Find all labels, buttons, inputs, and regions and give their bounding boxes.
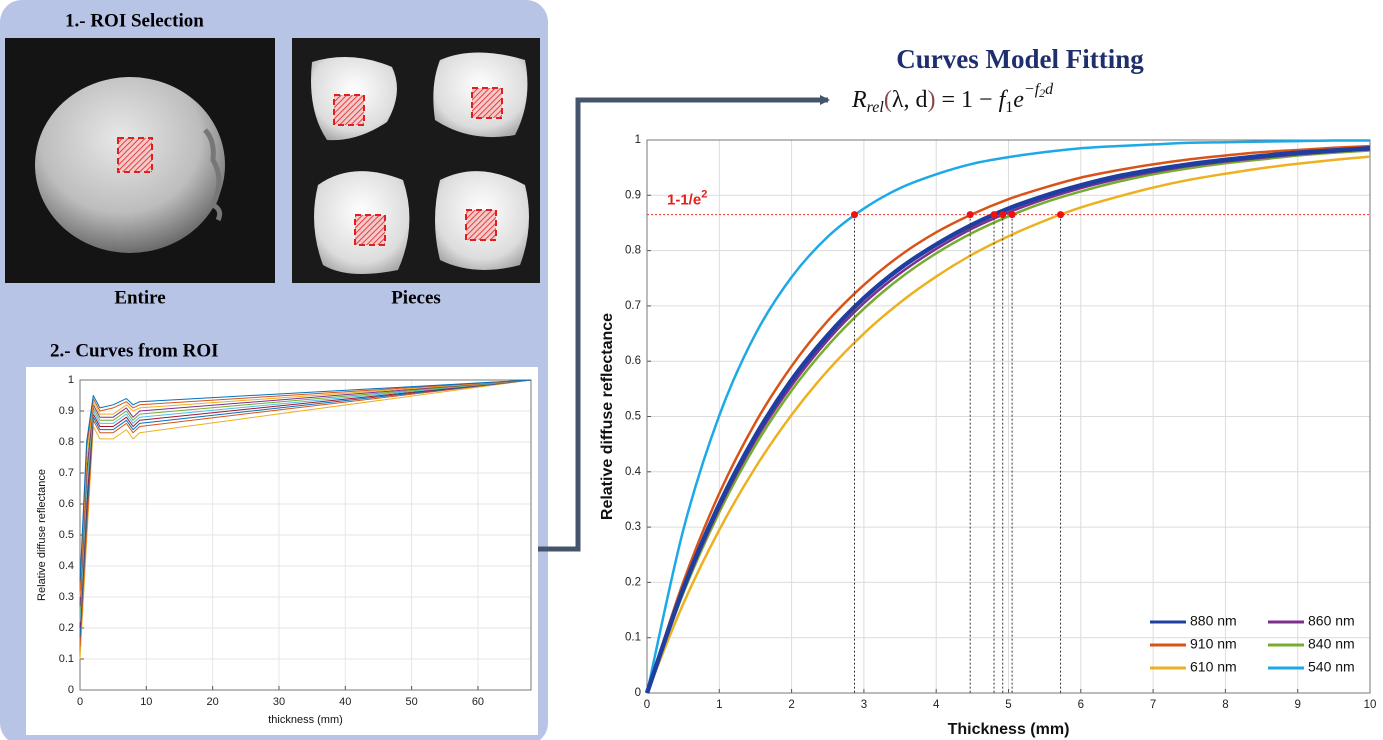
x-tick-label: 3: [861, 699, 867, 711]
pieces-image: [292, 38, 540, 283]
series-line: [79, 379, 532, 638]
x-tick-label: 30: [273, 696, 285, 708]
y-tick-label: 0.2: [59, 622, 74, 634]
legend-label: 610 nm: [1190, 659, 1237, 675]
formula-part: (: [884, 87, 892, 113]
y-tick-label: 0.2: [625, 576, 641, 588]
x-tick-label: 60: [472, 696, 484, 708]
formula-part: rel: [867, 99, 885, 116]
series-line: [79, 379, 532, 607]
formula-part: d: [1045, 81, 1054, 98]
series-line: [645, 155, 1371, 694]
y-tick-label: 0: [635, 687, 641, 699]
y-axis-label: Relative diffuse reflectance: [36, 469, 48, 601]
crossing-point: [990, 211, 998, 219]
x-tick-label: 10: [140, 696, 152, 708]
x-tick-label: 4: [933, 699, 940, 711]
y-tick-label: 0.8: [59, 436, 74, 448]
flow-arrow: [538, 95, 830, 552]
series-line: [79, 379, 532, 629]
crossing-point: [851, 211, 859, 219]
formula-part: λ, d: [892, 87, 928, 113]
y-tick-label: 0.7: [625, 300, 641, 312]
series-line: [79, 379, 532, 622]
x-axis-label: thickness (mm): [268, 714, 343, 726]
y-tick-label: 0.3: [59, 591, 74, 603]
image-caption: Entire: [114, 287, 165, 308]
y-tick-label: 0.8: [625, 245, 641, 257]
x-tick-label: 2: [788, 699, 794, 711]
formula-part: 2: [1039, 86, 1045, 100]
x-tick-label: 1: [716, 699, 722, 711]
formula-part: ): [928, 87, 936, 113]
x-tick-label: 8: [1222, 699, 1228, 711]
series-line: [79, 379, 532, 598]
formula-part: R: [851, 87, 867, 113]
series-line: [79, 379, 532, 582]
y-tick-label: 0.4: [625, 466, 642, 478]
legend-label: 880 nm: [1190, 613, 1237, 629]
formula-part: = 1 −: [936, 87, 999, 113]
y-tick-label: 0.6: [59, 498, 74, 510]
image-caption: Pieces: [391, 287, 441, 308]
y-tick-label: 0.6: [625, 355, 641, 367]
threshold-label-base: 1-1/e: [667, 192, 701, 209]
x-tick-label: 9: [1294, 699, 1300, 711]
series-line: [645, 139, 1371, 694]
series-line: [79, 379, 532, 591]
x-tick-label: 6: [1078, 699, 1084, 711]
threshold-label: 1-1/e2: [667, 189, 707, 209]
y-tick-label: 1: [68, 374, 74, 386]
entire-image: [5, 38, 275, 283]
y-tick-label: 0.9: [59, 405, 74, 417]
plot-frame: [646, 139, 1371, 694]
legend-label: 840 nm: [1308, 636, 1355, 652]
x-axis-label: Thickness (mm): [948, 721, 1070, 738]
y-tick-label: 0.5: [59, 529, 74, 541]
series-line: [645, 149, 1371, 694]
formula: Rrel(λ, d) = 1 − f1e−f2d: [851, 81, 1054, 116]
y-tick-label: 0.3: [625, 521, 641, 533]
legend-label: 910 nm: [1190, 636, 1237, 652]
series-line: [79, 379, 532, 660]
legend-label: 540 nm: [1308, 659, 1355, 675]
x-tick-label: 0: [77, 696, 83, 708]
step-title: 2.- Curves from ROI: [50, 340, 219, 361]
x-tick-label: 5: [1005, 699, 1011, 711]
formula-part: e: [1013, 87, 1024, 113]
series-line: [79, 379, 532, 647]
x-tick-label: 7: [1150, 699, 1156, 711]
y-tick-label: 0.4: [59, 560, 74, 572]
series-line: [79, 379, 532, 613]
x-tick-label: 10: [1364, 699, 1377, 711]
formula-part: 1: [1005, 99, 1013, 116]
y-tick-label: 0.5: [625, 411, 641, 423]
y-tick-label: 0.1: [625, 632, 641, 644]
crossing-point: [966, 211, 974, 219]
x-tick-label: 40: [339, 696, 351, 708]
x-tick-label: 0: [644, 699, 650, 711]
small-chart-bg: [26, 367, 538, 735]
y-axis-label: Relative diffuse reflectance: [599, 313, 616, 520]
formula-part: −f: [1024, 81, 1042, 98]
plot-frame: [79, 379, 532, 691]
crossing-point: [1008, 211, 1016, 219]
threshold-label-exp: 2: [701, 189, 707, 201]
crossing-point: [999, 211, 1007, 219]
formula-part: f: [999, 87, 1009, 113]
y-tick-label: 0.1: [59, 653, 74, 665]
x-tick-label: 50: [405, 696, 417, 708]
step-title: 1.- ROI Selection: [65, 10, 204, 31]
y-tick-label: 1: [635, 134, 641, 146]
y-tick-label: 0.7: [59, 467, 74, 479]
series-line: [645, 144, 1371, 694]
x-tick-label: 20: [207, 696, 219, 708]
y-tick-label: 0.9: [625, 189, 641, 201]
chart-title: Curves Model Fitting: [896, 44, 1144, 74]
legend-label: 860 nm: [1308, 613, 1355, 629]
y-tick-label: 0: [68, 684, 74, 696]
crossing-point: [1057, 211, 1065, 219]
